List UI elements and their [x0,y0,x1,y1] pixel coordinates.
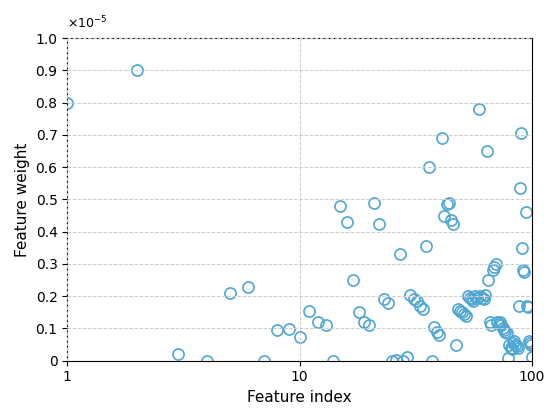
Y-axis label: Feature weight: Feature weight [15,142,30,257]
X-axis label: Feature index: Feature index [247,390,352,405]
Text: $\times10^{-5}$: $\times10^{-5}$ [67,15,108,32]
